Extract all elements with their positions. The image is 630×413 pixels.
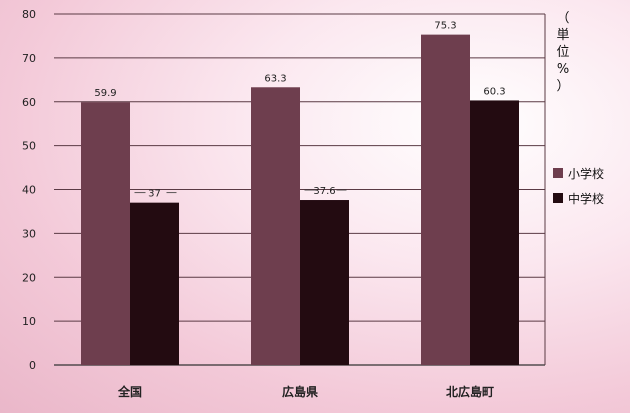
category-label: 北広島町 <box>446 384 494 399</box>
legend-label: 小学校 <box>568 166 604 181</box>
legend-swatch <box>553 168 563 178</box>
data-label: 63.3 <box>264 73 286 84</box>
data-labels: 59.9 37 63.3 37.6 75.3 60.3 <box>94 21 505 200</box>
unit-label-char: 位 <box>556 45 570 60</box>
category-label: 広島県 <box>282 384 318 399</box>
category-labels: 全国 広島県 北広島町 <box>117 384 494 399</box>
unit-label-char: ） <box>556 79 570 94</box>
legend-swatch <box>553 193 563 203</box>
bar-elementary <box>251 87 300 366</box>
data-label: 37.6 <box>313 186 335 197</box>
bar-junior-high <box>130 202 179 365</box>
y-tick-label: 10 <box>22 315 36 328</box>
data-label: 60.3 <box>483 86 505 97</box>
y-tick-label: 20 <box>22 271 36 284</box>
y-tick-label: 0 <box>29 359 36 372</box>
y-tick-label: 50 <box>22 140 36 153</box>
y-tick-label: 40 <box>22 184 36 197</box>
unit-label-char: % <box>556 62 570 77</box>
data-label: 37 <box>148 189 161 200</box>
y-tick-label: 80 <box>22 8 36 21</box>
unit-label-char: （ <box>556 11 570 26</box>
y-tick-label: 70 <box>22 52 36 65</box>
data-label: 59.9 <box>94 88 116 99</box>
bar-junior-high <box>470 100 519 365</box>
bar-elementary <box>421 34 470 366</box>
unit-label: （ 単位% ） <box>551 10 575 95</box>
data-label: 75.3 <box>434 21 456 32</box>
bars <box>81 34 519 366</box>
unit-label-char: 単 <box>556 28 570 43</box>
y-tick-label: 60 <box>22 96 36 109</box>
bar-elementary <box>81 102 130 365</box>
bar-junior-high <box>300 200 349 365</box>
legend-label: 中学校 <box>568 191 604 206</box>
y-axis-ticks: 0 10 20 30 40 50 60 70 80 <box>22 8 36 372</box>
y-tick-label: 30 <box>22 227 36 240</box>
category-label: 全国 <box>117 384 142 399</box>
